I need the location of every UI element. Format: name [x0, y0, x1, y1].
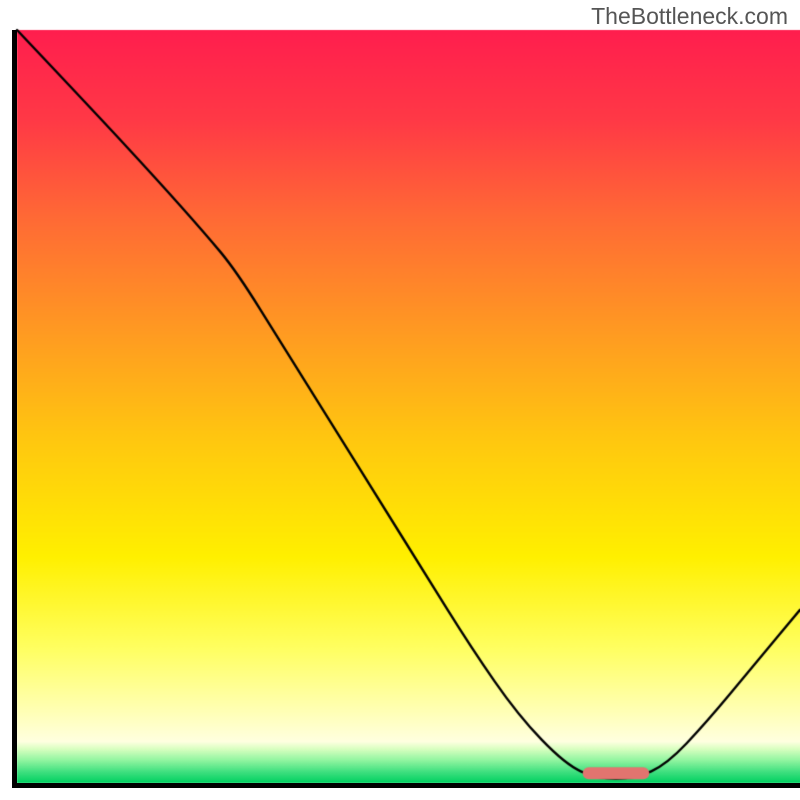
chart-container: TheBottleneck.com	[0, 0, 800, 800]
x-axis-line	[12, 783, 800, 788]
y-axis-line	[12, 30, 17, 788]
watermark-text: TheBottleneck.com	[591, 3, 788, 30]
optimum-marker	[0, 0, 800, 800]
